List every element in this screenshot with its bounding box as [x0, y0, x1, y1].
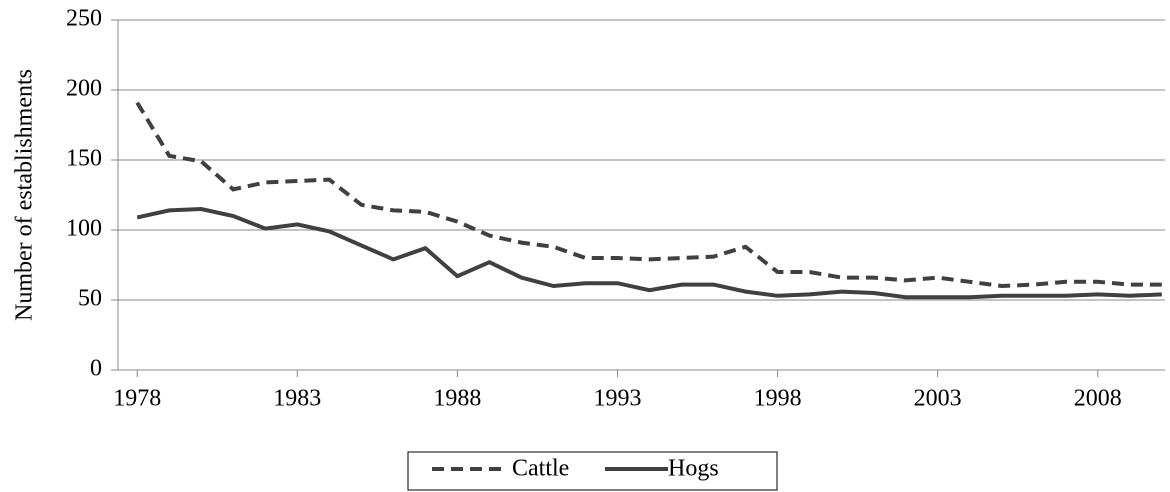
x-tick-label: 2003	[914, 386, 962, 412]
x-tick-label: 1983	[273, 386, 321, 412]
y-tick-label: 50	[78, 286, 102, 312]
y-tick-label: 0	[90, 356, 102, 382]
legend-label: Cattle	[512, 456, 569, 482]
x-tick-label: 1988	[433, 386, 481, 412]
y-tick-label: 100	[66, 216, 102, 242]
legend-label: Hogs	[668, 456, 719, 482]
x-tick-label: 1998	[754, 386, 802, 412]
y-axis-label: Number of establishments	[12, 69, 38, 321]
series-line	[136, 206, 1162, 300]
y-tick-label: 250	[66, 6, 102, 32]
x-tick-label: 1978	[113, 386, 161, 412]
legend-box	[407, 451, 778, 491]
y-tick-label: 150	[66, 146, 102, 172]
x-tick-label: 2008	[1074, 386, 1122, 412]
x-tick-label: 1993	[593, 386, 641, 412]
y-tick-label: 200	[66, 76, 102, 102]
series-line	[135, 101, 1162, 289]
